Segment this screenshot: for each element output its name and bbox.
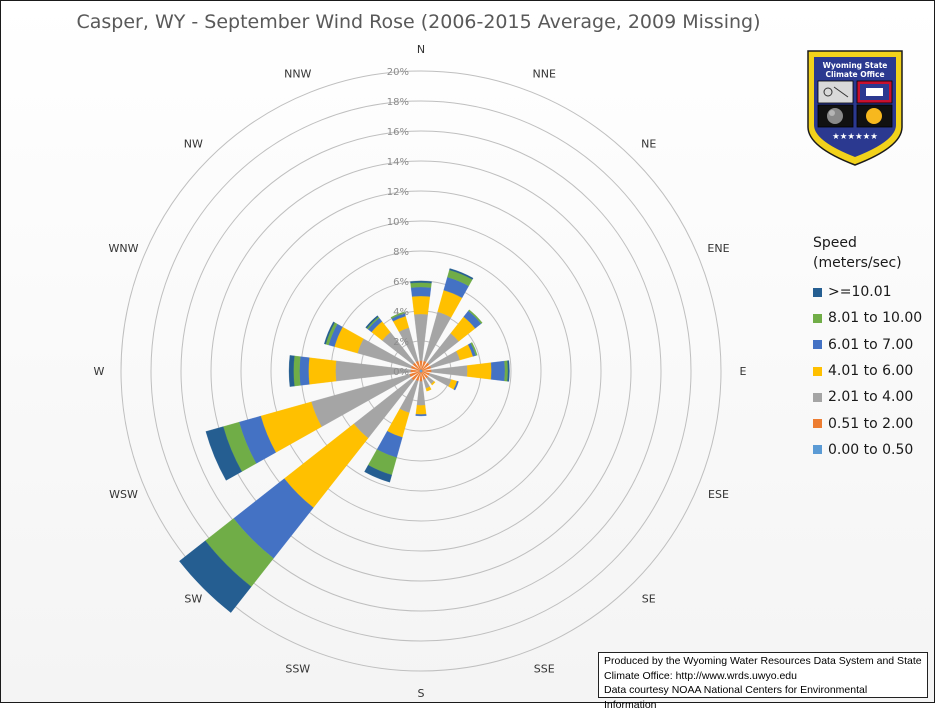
- direction-label-NNW: NNW: [284, 68, 311, 81]
- petal-N-5: [411, 283, 432, 288]
- legend-title-line-1: Speed: [813, 233, 933, 253]
- petal-W-3: [309, 358, 337, 385]
- direction-label-NNE: NNE: [533, 68, 556, 81]
- legend-label: >=10.01: [828, 284, 892, 300]
- climate-office-logo: Wyoming State Climate Office ★★★★★★: [804, 47, 906, 173]
- direction-label-ESE: ESE: [708, 488, 729, 501]
- petal-W-5: [294, 356, 301, 386]
- direction-label-NW: NW: [184, 137, 203, 150]
- petal-E-5: [504, 361, 508, 382]
- legend-item: 0.00 to 0.50: [813, 437, 933, 463]
- direction-label-S: S: [418, 687, 425, 700]
- legend-item: 2.01 to 4.00: [813, 384, 933, 410]
- credits-box: Produced by the Wyoming Water Resources …: [598, 652, 928, 698]
- legend-item: 6.01 to 7.00: [813, 332, 933, 358]
- svg-text:★★★★★★: ★★★★★★: [832, 132, 878, 142]
- legend-swatch: [813, 340, 822, 349]
- radial-tick-label: 10%: [387, 217, 409, 228]
- radial-tick-label: 6%: [393, 277, 409, 288]
- legend-label: 6.01 to 7.00: [828, 337, 913, 353]
- credits-line-2: Climate Office: http://www.wrds.uwyo.edu: [604, 669, 922, 684]
- direction-label-N: N: [417, 43, 425, 56]
- legend-label: 2.01 to 4.00: [828, 389, 913, 405]
- legend-title-line-2: (meters/sec): [813, 253, 933, 273]
- legend-item: 8.01 to 10.00: [813, 305, 933, 331]
- petal-S-4: [416, 414, 427, 416]
- petal-E-4: [491, 361, 505, 381]
- legend-swatch: [813, 314, 822, 323]
- radial-tick-label: 12%: [387, 187, 409, 198]
- radial-tick-label: 18%: [387, 97, 409, 108]
- direction-label-WSW: WSW: [109, 488, 138, 501]
- direction-label-SE: SE: [642, 593, 656, 606]
- direction-label-SSE: SSE: [534, 662, 555, 675]
- direction-label-ENE: ENE: [707, 242, 729, 255]
- legend-swatch: [813, 367, 822, 376]
- direction-label-W: W: [94, 365, 105, 378]
- svg-text:Wyoming State: Wyoming State: [823, 61, 888, 70]
- legend-title: Speed (meters/sec): [813, 233, 933, 273]
- legend-item: >=10.01: [813, 279, 933, 305]
- radial-tick-label: 20%: [387, 67, 409, 78]
- legend-swatch: [813, 288, 822, 297]
- credits-line-3: Data courtesy NOAA National Centers for …: [604, 683, 922, 712]
- direction-label-NE: NE: [641, 137, 656, 150]
- direction-label-SSW: SSW: [285, 662, 310, 675]
- credits-line-1: Produced by the Wyoming Water Resources …: [604, 654, 922, 669]
- petal-W-6: [289, 355, 294, 386]
- legend-item: 4.01 to 6.00: [813, 358, 933, 384]
- direction-label-E: E: [740, 365, 747, 378]
- legend: Speed (meters/sec) >=10.01 8.01 to 10.00 6…: [813, 233, 933, 463]
- petal-S-2: [417, 381, 425, 405]
- petal-N-2: [414, 314, 427, 361]
- legend-label: 4.01 to 6.00: [828, 363, 913, 379]
- petal-N-4: [411, 287, 431, 297]
- radial-tick-label: 14%: [387, 157, 409, 168]
- petal-N-3: [412, 296, 430, 314]
- petal-W-4: [300, 357, 310, 386]
- legend-swatch: [813, 419, 822, 428]
- legend-label: 8.01 to 10.00: [828, 310, 922, 326]
- legend-label: 0.00 to 0.50: [828, 442, 913, 458]
- legend-swatch: [813, 393, 822, 402]
- direction-label-SW: SW: [184, 593, 202, 606]
- radial-tick-label: 2%: [393, 337, 409, 348]
- petal-E-3: [467, 363, 491, 380]
- legend-swatch: [813, 445, 822, 454]
- radial-tick-label: 16%: [387, 127, 409, 138]
- petal-E-2: [431, 365, 467, 376]
- svg-text:Climate Office: Climate Office: [825, 70, 884, 79]
- radial-tick-label: 4%: [393, 307, 409, 318]
- radial-tick-label: 8%: [393, 247, 409, 258]
- radial-tick-label: 0%: [393, 367, 409, 378]
- legend-label: 0.51 to 2.00: [828, 416, 913, 432]
- direction-label-WNW: WNW: [109, 242, 139, 255]
- petal-S-3: [416, 405, 426, 414]
- legend-item: 0.51 to 2.00: [813, 410, 933, 436]
